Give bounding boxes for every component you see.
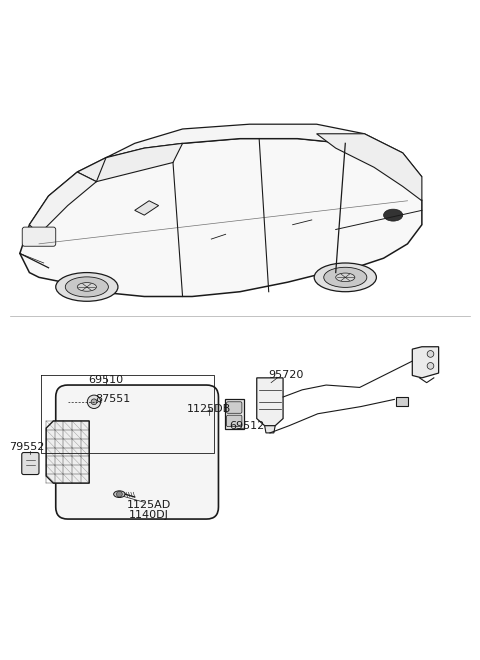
Text: 95720: 95720 <box>268 370 303 380</box>
Text: 1125DB: 1125DB <box>187 404 231 414</box>
FancyBboxPatch shape <box>396 397 408 406</box>
Circle shape <box>427 350 434 357</box>
Ellipse shape <box>114 491 125 498</box>
Polygon shape <box>225 399 244 429</box>
Polygon shape <box>264 426 275 433</box>
Ellipse shape <box>56 273 118 301</box>
Text: 1125AD: 1125AD <box>127 500 171 510</box>
Circle shape <box>87 395 101 409</box>
Polygon shape <box>412 346 439 378</box>
Ellipse shape <box>336 273 355 282</box>
Ellipse shape <box>314 263 376 292</box>
FancyBboxPatch shape <box>22 227 56 246</box>
Ellipse shape <box>384 209 403 221</box>
Polygon shape <box>77 143 182 182</box>
Text: 87551: 87551 <box>96 395 131 405</box>
Polygon shape <box>257 378 283 426</box>
Polygon shape <box>317 134 422 201</box>
FancyBboxPatch shape <box>56 385 218 519</box>
Text: 1140DJ: 1140DJ <box>129 510 169 520</box>
Circle shape <box>91 399 97 405</box>
FancyBboxPatch shape <box>204 411 213 422</box>
Circle shape <box>117 491 122 497</box>
Ellipse shape <box>77 282 96 291</box>
Circle shape <box>204 407 214 416</box>
Text: 79552: 79552 <box>9 442 45 452</box>
Polygon shape <box>106 124 422 177</box>
Polygon shape <box>46 421 89 483</box>
Circle shape <box>427 362 434 369</box>
Text: 69510: 69510 <box>88 376 123 385</box>
Polygon shape <box>29 172 96 234</box>
Ellipse shape <box>324 267 367 287</box>
FancyBboxPatch shape <box>227 402 242 413</box>
Polygon shape <box>20 139 422 296</box>
FancyBboxPatch shape <box>22 453 39 475</box>
Ellipse shape <box>65 277 108 297</box>
Text: 69512: 69512 <box>229 420 265 431</box>
Polygon shape <box>135 201 158 215</box>
FancyBboxPatch shape <box>227 415 242 426</box>
